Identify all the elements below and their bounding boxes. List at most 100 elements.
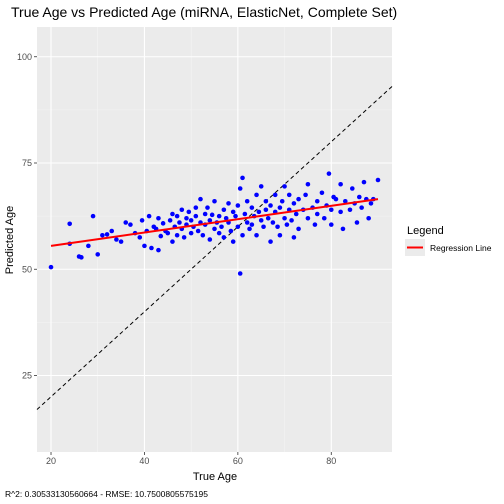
grid-major — [37, 27, 392, 452]
data-point — [184, 215, 189, 221]
data-point — [296, 196, 301, 202]
data-point — [188, 218, 194, 223]
data-point — [275, 224, 280, 230]
data-point — [114, 237, 119, 242]
data-point — [216, 213, 222, 219]
x-tick-label: 20 — [46, 456, 56, 466]
data-point — [296, 226, 301, 232]
data-point — [90, 213, 96, 219]
data-point — [235, 203, 241, 208]
data-point — [109, 228, 115, 234]
data-point — [338, 181, 343, 187]
data-point — [174, 232, 180, 238]
data-point — [207, 237, 213, 242]
data-point — [256, 209, 262, 215]
data-point — [293, 211, 299, 217]
y-tick-label: 25 — [22, 371, 32, 381]
data-point — [326, 171, 332, 176]
data-point — [209, 212, 215, 218]
data-point — [221, 207, 227, 213]
data-point — [142, 243, 147, 249]
data-point — [100, 232, 105, 238]
data-point — [359, 205, 364, 210]
x-axis-title: True Age — [193, 471, 237, 483]
data-point — [123, 220, 129, 225]
data-point — [160, 221, 166, 226]
data-point — [347, 207, 353, 213]
y-tick-label: 75 — [22, 158, 32, 168]
data-point — [268, 203, 273, 208]
grid-minor — [37, 27, 392, 452]
data-point — [207, 218, 213, 223]
data-point — [354, 220, 360, 225]
data-point — [249, 222, 255, 227]
data-point — [79, 255, 84, 260]
data-point — [375, 177, 381, 183]
data-point — [174, 213, 180, 219]
data-point — [277, 232, 283, 238]
data-point — [177, 220, 182, 225]
data-point — [303, 192, 308, 198]
data-point — [242, 211, 248, 217]
y-tick-label: 100 — [17, 52, 32, 62]
data-point — [349, 186, 355, 191]
data-point — [200, 232, 206, 238]
data-point — [270, 220, 276, 225]
data-point — [202, 211, 208, 217]
data-points — [48, 171, 381, 276]
data-point — [205, 205, 210, 210]
data-point — [139, 218, 145, 223]
data-point — [67, 221, 72, 227]
data-point — [305, 181, 311, 187]
data-point — [86, 243, 91, 249]
data-point — [314, 198, 320, 204]
data-point — [357, 194, 362, 200]
x-axis-ticks: 20 40 60 80 — [46, 452, 336, 466]
data-point — [272, 192, 278, 198]
y-tick-label: 50 — [22, 264, 32, 274]
data-point — [230, 209, 236, 215]
data-point — [170, 239, 175, 244]
data-point — [277, 205, 283, 210]
data-point — [282, 215, 287, 221]
data-point — [118, 239, 124, 244]
data-point — [167, 218, 173, 223]
data-point — [282, 184, 287, 189]
data-point — [237, 271, 243, 276]
data-point — [328, 207, 334, 213]
data-point — [149, 245, 154, 251]
data-point — [265, 215, 271, 221]
data-point — [319, 190, 325, 196]
data-point — [321, 215, 327, 221]
y-axis-ticks: 25 50 75 100 — [17, 52, 37, 381]
data-point — [221, 235, 227, 240]
footer-stats: R^2: 0.30533130560664 - RMSE: 10.7500805… — [5, 489, 208, 499]
data-point — [247, 226, 252, 232]
data-point — [366, 215, 371, 221]
y-axis-title: Predicted Age — [4, 206, 16, 275]
data-point — [305, 215, 311, 221]
data-point — [104, 232, 110, 237]
data-point — [263, 198, 269, 204]
data-point — [261, 224, 266, 230]
identity-line — [36, 86, 393, 410]
data-point — [193, 213, 199, 219]
data-point — [233, 213, 238, 219]
data-point — [312, 222, 318, 227]
data-point — [291, 201, 297, 206]
x-tick-label: 80 — [326, 456, 336, 466]
legend-label-regression: Regression Line — [430, 243, 492, 253]
data-point — [179, 207, 185, 213]
data-point — [333, 196, 339, 202]
data-point — [137, 235, 143, 240]
data-point — [254, 192, 259, 198]
data-point — [48, 264, 54, 270]
data-point — [342, 198, 348, 204]
legend-title: Legend — [407, 225, 444, 237]
data-point — [279, 198, 285, 204]
data-point — [286, 192, 292, 198]
data-point — [230, 239, 236, 244]
legend: Legend Regression Line — [405, 225, 492, 256]
data-point — [240, 232, 245, 238]
